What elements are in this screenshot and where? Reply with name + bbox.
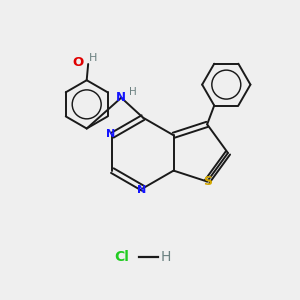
Text: N: N bbox=[116, 91, 126, 104]
Text: O: O bbox=[72, 56, 83, 69]
Text: N: N bbox=[137, 185, 146, 195]
Text: H: H bbox=[88, 52, 97, 62]
Text: Cl: Cl bbox=[115, 250, 130, 265]
Text: H: H bbox=[161, 250, 171, 265]
Text: S: S bbox=[203, 175, 212, 188]
Text: H: H bbox=[129, 87, 136, 98]
Text: N: N bbox=[106, 129, 116, 139]
